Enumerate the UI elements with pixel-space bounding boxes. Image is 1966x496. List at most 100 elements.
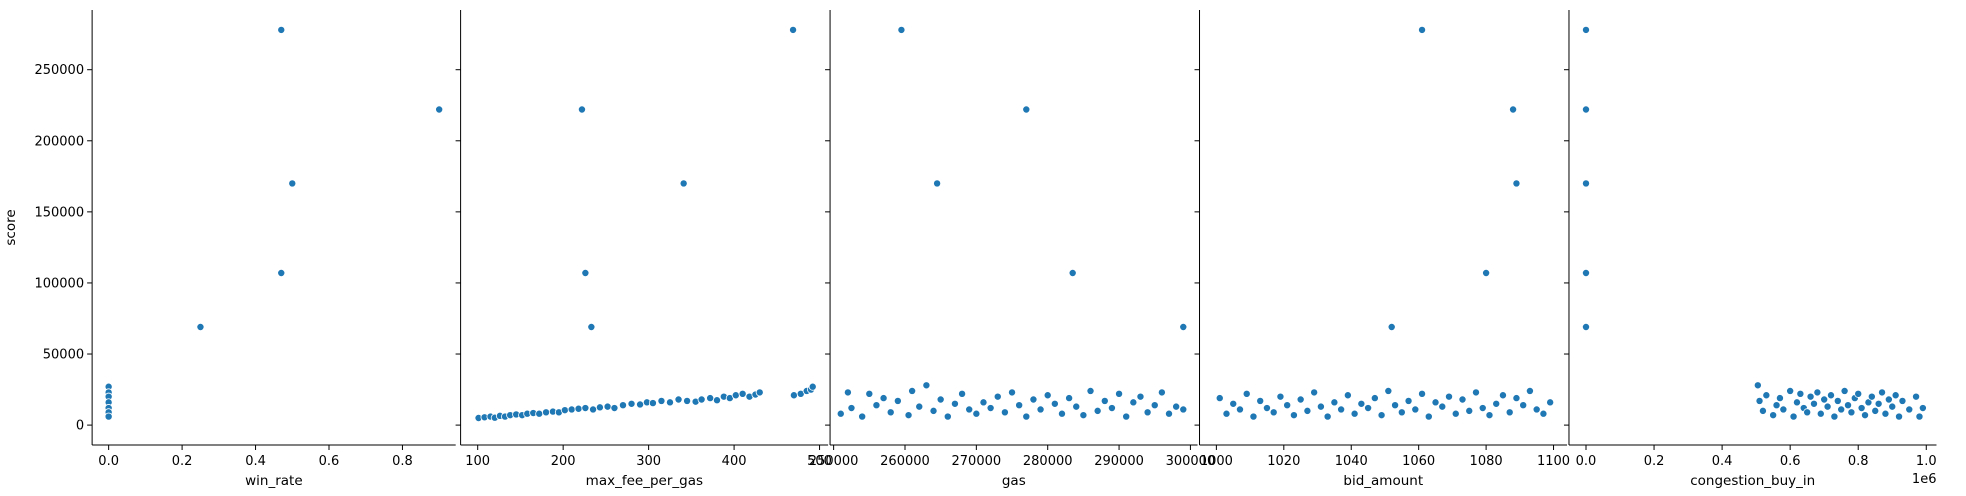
data-point [435,105,444,114]
data-point [1512,179,1521,188]
data-point [1115,389,1124,398]
data-point [610,404,619,413]
x-tick-label: 0.8 [1848,454,1869,469]
data-point [683,396,692,405]
data-point [1786,386,1795,395]
data-point [1276,392,1285,401]
data-point [1364,404,1373,413]
data-point [1505,408,1514,417]
x-tick-label: 0.6 [319,454,340,469]
x-tick-label: 1080 [1470,454,1503,469]
data-point [1769,411,1778,420]
subplot-2: 100 200 300 400 500 max_fee_per_gas [455,10,832,489]
data-point [950,399,959,408]
data-point [929,406,938,415]
data-point [1792,398,1801,407]
data-point [697,395,706,404]
data-point [1316,402,1325,411]
data-point [1888,402,1897,411]
subplot-1: 0 50000 100000 150000 200000 250000 0.0 0.2 0.4 0… [3,10,456,489]
x-tick-label: 1060 [1402,454,1435,469]
data-point [755,388,764,397]
data-point [1779,405,1788,414]
data-point [1418,389,1427,398]
data-point [1837,405,1846,414]
data-point [1262,404,1271,413]
data-point [1809,399,1818,408]
data-point [1519,401,1528,410]
x-tick-label: 0.8 [392,454,413,469]
data-point [712,396,721,405]
x-tick-label: 0.4 [245,454,266,469]
data-point [603,402,612,411]
x-axis-label: max_fee_per_gas [586,473,703,489]
data-point [1249,412,1258,421]
data-point [1172,402,1181,411]
data-point [1229,399,1238,408]
data-point [836,409,845,418]
data-point [1525,386,1534,395]
data-point [1411,405,1420,414]
x-axis-label: bid_amount [1343,473,1423,489]
data-point [1826,391,1835,400]
data-point [1143,408,1152,417]
data-point [196,323,205,332]
x-tick-label: 100 [465,454,490,469]
data-point [843,388,852,397]
y-axis-label: score [3,209,19,245]
data-point [574,404,583,413]
data-point [1833,396,1842,405]
data-point [1478,404,1487,413]
data-point [1867,392,1876,401]
data-point [1310,388,1319,397]
data-point [587,323,596,332]
data-point [1129,398,1138,407]
data-point [986,404,995,413]
data-point [665,398,674,407]
x-tick-label: 0.4 [1712,454,1733,469]
data-point [1404,396,1413,405]
data-point [1485,411,1494,420]
data-point [1884,395,1893,404]
data-point [1357,399,1366,408]
data-point [1008,388,1017,397]
x-tick-label: 1020 [1267,454,1300,469]
data-point [577,105,586,114]
data-point [1269,408,1278,417]
data-point [915,402,924,411]
x-tick-label: 290000 [1094,454,1144,469]
x-tick-label: 300 [636,454,661,469]
data-point [1283,401,1292,410]
data-point [1330,398,1339,407]
data-point [1303,406,1312,415]
data-point [1065,394,1074,403]
data-point [706,394,715,403]
data-point [1122,412,1131,421]
data-point [581,404,590,413]
data-point [1789,412,1798,421]
data-point [648,399,657,408]
data-point [1546,398,1555,407]
data-point [1878,388,1887,397]
data-point [1079,411,1088,420]
data-point [886,408,895,417]
data-point [1150,401,1159,410]
data-point [1509,105,1518,114]
data-point [1581,179,1590,188]
data-point [1861,411,1870,420]
x-offset-label: 1e6 [1912,472,1937,487]
data-point [1465,406,1474,415]
data-point [1451,409,1460,418]
subplot-5: 0.0 0.2 0.4 0.6 0.8 1.0 1e6 congestion_buy_in [1563,10,1937,489]
data-point [277,268,286,277]
data-point [893,396,902,405]
data-point [731,391,740,400]
y-tick-label: 50000 [43,348,84,363]
data-point [1830,412,1839,421]
x-tick-label: 1.0 [1916,454,1937,469]
data-point [1157,388,1166,397]
y-tick-label: 100000 [34,276,84,291]
data-point [636,400,645,409]
subplot-4: 1000 1020 1040 1060 1080 1100 bid_amount [1194,10,1570,489]
